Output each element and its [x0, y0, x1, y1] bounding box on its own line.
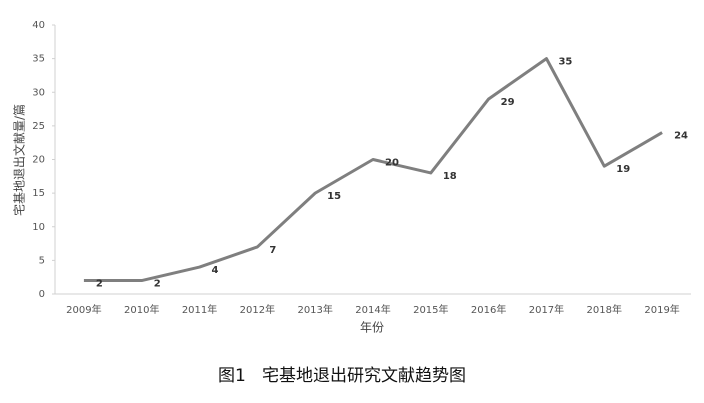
x-tick-label: 2009年 — [66, 303, 101, 316]
data-label: 2 — [96, 279, 103, 290]
x-tick-label: 2014年 — [355, 303, 390, 316]
y-tick-label: 20 — [32, 155, 45, 166]
x-axis-title: 年份 — [360, 321, 384, 335]
data-label: 20 — [385, 158, 399, 169]
y-tick-label: 25 — [32, 121, 45, 132]
data-label: 19 — [616, 164, 630, 175]
x-tick-label: 2013年 — [297, 303, 332, 316]
x-tick-label: 2011年 — [182, 303, 217, 316]
x-tick-label: 2016年 — [471, 303, 506, 316]
y-tick-label: 10 — [32, 222, 45, 233]
figure-label: 图1 — [218, 366, 246, 386]
x-tick-label: 2019年 — [644, 303, 679, 316]
x-tick-label: 2015年 — [413, 303, 448, 316]
data-label: 15 — [327, 191, 341, 202]
y-axis-title: 宅基地退出文献量/篇 — [12, 104, 27, 216]
x-tick-label: 2018年 — [587, 303, 622, 316]
x-tick-label: 2012年 — [240, 303, 275, 316]
data-label: 35 — [558, 57, 572, 68]
y-tick-label: 40 — [32, 20, 45, 31]
y-tick-label: 35 — [32, 54, 45, 65]
x-tick-label: 2017年 — [529, 303, 564, 316]
chart-title: 宅基地退出研究文献趋势图 — [262, 366, 466, 386]
data-label: 24 — [674, 131, 688, 142]
data-line — [83, 57, 663, 283]
data-label: 18 — [443, 171, 457, 182]
data-label: 29 — [501, 97, 515, 108]
x-tick-label: 2010年 — [124, 303, 159, 316]
data-label: 4 — [212, 265, 219, 276]
data-label: 2 — [154, 279, 161, 290]
y-tick-label: 0 — [39, 289, 45, 300]
y-tick-label: 30 — [32, 87, 45, 98]
data-label: 7 — [269, 245, 276, 256]
y-tick-label: 15 — [32, 188, 45, 199]
y-tick-label: 5 — [39, 255, 45, 266]
